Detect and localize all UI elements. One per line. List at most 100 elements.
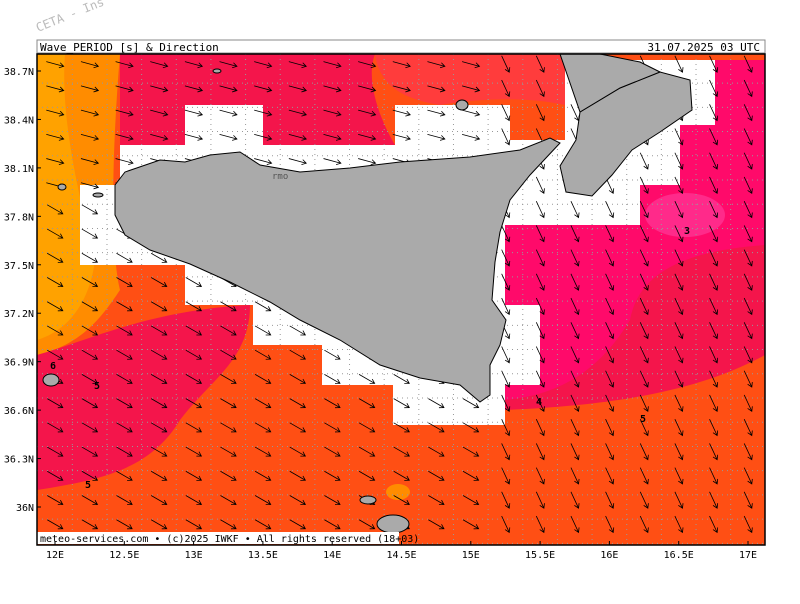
wave-arrow: [47, 349, 64, 360]
wave-arrow: [709, 152, 719, 170]
wave-arrow: [535, 104, 545, 122]
wave-arrow: [674, 225, 684, 243]
wave-arrow: [605, 249, 615, 267]
wave-arrow: [709, 128, 719, 146]
wave-arrow: [288, 109, 307, 117]
wave-arrow: [115, 158, 134, 165]
wave-arrow: [462, 446, 480, 457]
wave-arrow: [81, 204, 99, 215]
wave-arrow: [535, 55, 545, 73]
lon-label: 14E: [323, 550, 341, 561]
wave-arrow: [115, 133, 134, 141]
wave-arrow: [674, 297, 684, 316]
wave-arrow: [462, 85, 481, 93]
wave-arrow: [674, 370, 684, 388]
wave-arrow: [185, 325, 203, 336]
wave-arrow: [639, 201, 649, 219]
wave-arrow: [323, 158, 342, 165]
lon-label: 15E: [462, 550, 480, 561]
wave-arrow: [254, 422, 272, 433]
wave-arrow: [47, 228, 64, 239]
footer: meteo-services.com • (c)2025 IWKF • All …: [40, 534, 419, 545]
wave-arrow: [184, 61, 204, 69]
wave-arrow: [150, 325, 168, 336]
wave-arrow: [323, 133, 342, 141]
wave-arrow: [674, 346, 684, 364]
wave-arrow: [605, 394, 615, 412]
wave-arrow: [743, 346, 753, 364]
wave-arrow: [81, 446, 99, 457]
wave-arrow: [254, 374, 272, 384]
wave-arrow: [254, 133, 273, 141]
wave-arrow: [674, 394, 684, 412]
wave-arrow: [639, 515, 649, 534]
wave-arrow: [570, 273, 580, 291]
wave-arrow: [570, 467, 580, 485]
wave-arrow: [46, 109, 65, 117]
wave-arrow: [639, 152, 649, 170]
wave-arrow: [501, 104, 511, 122]
wave-arrow: [501, 273, 511, 291]
wave-arrow: [150, 277, 168, 287]
wave-arrow: [743, 394, 753, 412]
wave-arrow: [501, 491, 511, 509]
place-label: rmo: [272, 172, 288, 182]
wave-arrow: [288, 85, 307, 93]
wave-arrow: [254, 349, 272, 360]
lon-label: 12E: [46, 550, 64, 561]
wave-arrow: [289, 519, 307, 530]
wave-arrow: [150, 495, 168, 505]
island: [92, 192, 104, 198]
wave-arrow: [116, 374, 133, 384]
wave-arrow: [501, 467, 511, 485]
contour-label: 5: [94, 381, 100, 392]
wave-arrow: [462, 519, 480, 530]
wave-arrow: [535, 443, 545, 461]
lat-label: 37.5N: [4, 261, 34, 272]
wave-arrow: [535, 322, 545, 340]
wave-arrow: [115, 85, 134, 93]
wave-arrow: [80, 182, 100, 190]
wave-arrow: [219, 109, 238, 117]
wave-arrow: [81, 470, 99, 481]
map-title: Wave_PERIOD [s] & Direction: [40, 41, 219, 54]
wave-arrow: [184, 85, 204, 93]
wave-arrow: [570, 443, 580, 461]
field-zone: [505, 60, 765, 400]
wave-arrow: [254, 470, 272, 481]
wave-arrow: [358, 398, 376, 409]
wave-arrow: [392, 61, 411, 69]
wave-arrow: [535, 297, 545, 316]
wave-arrow: [709, 176, 719, 194]
wave-arrow: [743, 370, 753, 388]
contour-label: 6: [50, 361, 56, 372]
wave-arrow: [639, 176, 649, 194]
wave-arrow: [289, 446, 307, 457]
wave-arrow: [501, 297, 511, 316]
wave-arrow: [116, 398, 133, 409]
wave-arrow: [185, 349, 203, 360]
wave-arrow: [570, 515, 580, 534]
wave-arrow: [743, 419, 753, 437]
wave-arrow: [47, 398, 64, 409]
wave-arrow: [150, 422, 168, 433]
wave-arrow: [116, 349, 133, 360]
wave-arrow: [743, 128, 753, 146]
wave-arrow: [639, 297, 649, 316]
wave-arrow: [81, 495, 99, 505]
wave-arrow: [115, 109, 134, 117]
wave-arrow: [47, 495, 64, 505]
wave-arrow: [743, 443, 753, 461]
contour-label: 3: [684, 226, 690, 237]
wave-arrow: [743, 322, 753, 340]
wave-arrow: [220, 349, 237, 360]
footer-bg: [37, 532, 399, 544]
wave-arrow: [639, 491, 649, 509]
wave-arrow: [743, 104, 753, 122]
wave-arrow: [116, 446, 133, 457]
field: rmo 6 5 5 4 5 3 meteo-services.com • (c)…: [37, 54, 765, 545]
wave-arrow: [743, 297, 753, 316]
wave-arrow: [324, 446, 341, 457]
field-zone: [386, 484, 410, 500]
wave-arrow: [501, 515, 511, 534]
